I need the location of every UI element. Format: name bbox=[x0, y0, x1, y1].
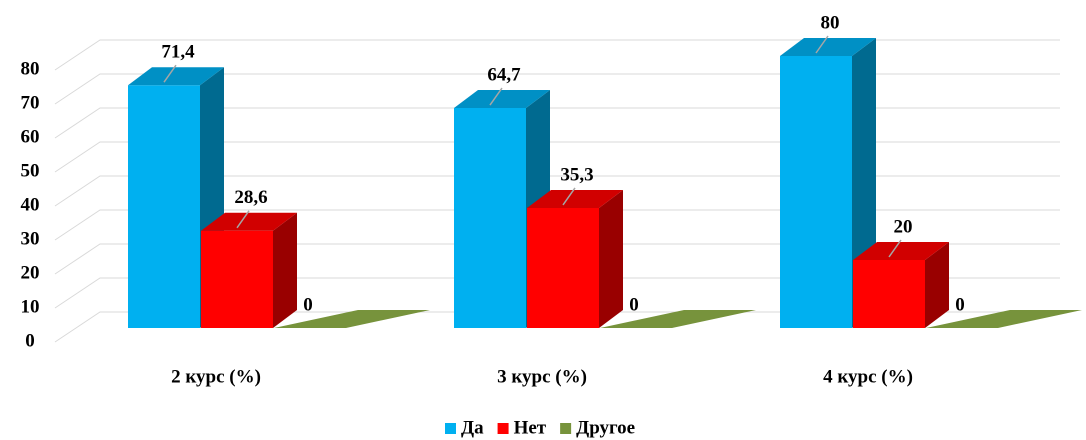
bar-top bbox=[853, 242, 949, 260]
x-tick-label: 4 курс (%) bbox=[823, 366, 913, 387]
grid-line bbox=[54, 39, 1060, 71]
legend-label: Да bbox=[461, 417, 484, 438]
leader-line bbox=[163, 64, 177, 83]
y-tick-label: 80 bbox=[21, 58, 40, 79]
bar-top bbox=[926, 310, 1082, 328]
y-tick-label: 40 bbox=[21, 194, 40, 215]
bar-front bbox=[128, 85, 200, 329]
x-tick-label: 2 курс (%) bbox=[171, 366, 261, 387]
leader-line bbox=[236, 210, 250, 229]
legend-swatch bbox=[560, 423, 572, 434]
data-label: 0 bbox=[955, 294, 965, 315]
y-tick-label: 60 bbox=[21, 126, 40, 147]
y-tick-label: 50 bbox=[21, 160, 40, 181]
bar bbox=[926, 310, 1082, 328]
bar bbox=[527, 189, 623, 328]
data-label: 0 bbox=[629, 294, 639, 315]
data-label: 80 bbox=[821, 12, 840, 33]
leader-line bbox=[562, 187, 576, 206]
grid-line bbox=[54, 107, 1060, 139]
legend-swatch bbox=[445, 423, 456, 434]
bar-front bbox=[454, 108, 526, 329]
data-label: 28,6 bbox=[234, 187, 267, 208]
bar-top bbox=[454, 90, 550, 109]
y-tick-label: 10 bbox=[21, 296, 40, 317]
bar bbox=[600, 310, 756, 328]
grid-line bbox=[54, 175, 1060, 207]
bar-front bbox=[853, 260, 925, 328]
bar bbox=[128, 67, 224, 329]
grid-line bbox=[54, 141, 1060, 173]
bar-top bbox=[274, 310, 430, 328]
legend-swatch bbox=[497, 423, 509, 434]
bar bbox=[274, 310, 430, 328]
bar-top bbox=[600, 310, 756, 328]
bar bbox=[853, 242, 949, 328]
bar-front bbox=[780, 56, 852, 328]
data-label: 35,3 bbox=[560, 164, 593, 185]
grid-line bbox=[54, 243, 1060, 275]
grid-line bbox=[54, 209, 1060, 241]
bar-top bbox=[128, 67, 224, 86]
bar-top bbox=[527, 189, 623, 208]
y-tick-label: 30 bbox=[21, 228, 40, 249]
data-label: 64,7 bbox=[487, 64, 521, 85]
data-label: 71,4 bbox=[161, 42, 195, 63]
bar-front bbox=[527, 207, 599, 328]
bar-side bbox=[599, 189, 623, 328]
bar-side bbox=[925, 242, 949, 328]
bar-side bbox=[273, 212, 297, 328]
bar-front bbox=[201, 230, 273, 328]
leader-line bbox=[815, 35, 829, 54]
legend-label: Другое bbox=[576, 417, 635, 438]
y-tick-label: 20 bbox=[21, 262, 40, 283]
bar-top bbox=[201, 212, 297, 231]
grid-line bbox=[54, 277, 1060, 309]
grid-line bbox=[54, 73, 1060, 105]
x-tick-label: 3 курс (%) bbox=[497, 366, 587, 387]
data-label: 0 bbox=[303, 294, 313, 315]
legend-label: Нет bbox=[514, 417, 547, 438]
leader-line bbox=[489, 87, 503, 106]
data-label: 20 bbox=[894, 216, 913, 237]
bar bbox=[201, 212, 297, 328]
y-tick-label: 70 bbox=[21, 92, 40, 113]
leader-line bbox=[888, 239, 902, 258]
bar-top bbox=[780, 38, 876, 56]
y-tick-label: 0 bbox=[25, 330, 35, 351]
